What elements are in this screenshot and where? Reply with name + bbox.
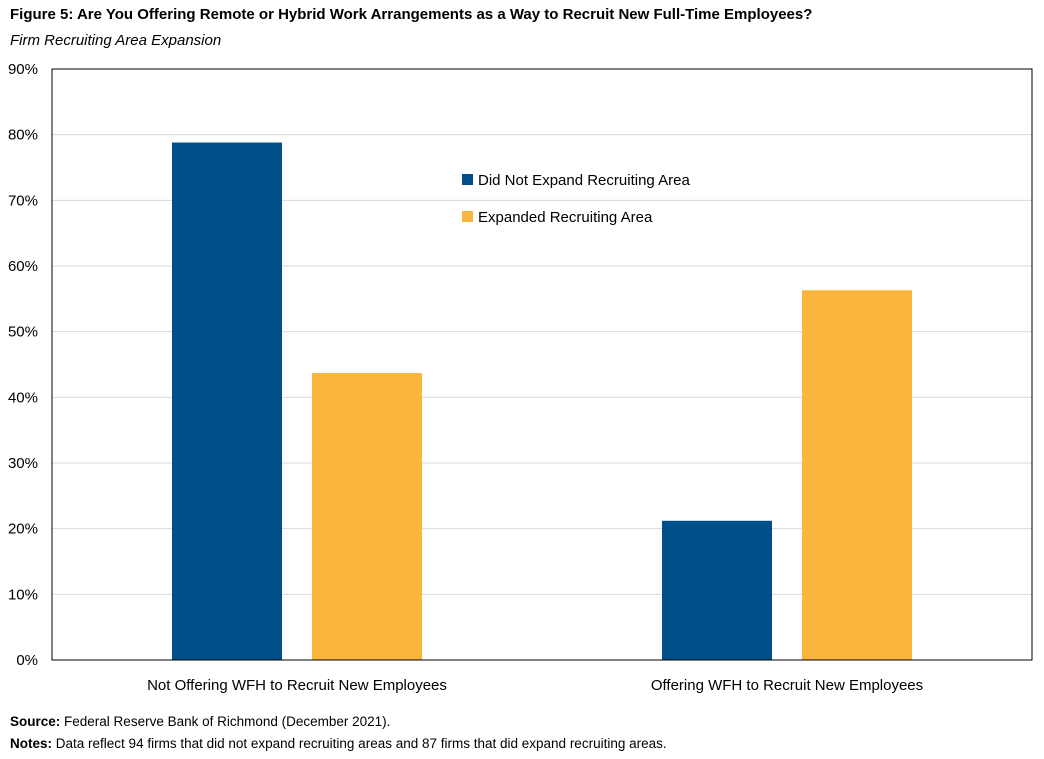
chart-subtitle: Firm Recruiting Area Expansion xyxy=(10,32,222,49)
plot-frame xyxy=(51,68,1033,661)
notes-label: Notes: xyxy=(10,736,53,751)
legend: Did Not Expand Recruiting Area Expanded R… xyxy=(462,172,690,226)
x-tick-label: Not Offering WFH to Recruit New Employee… xyxy=(147,677,447,694)
chart-title: Figure 5: Are You Offering Remote or Hyb… xyxy=(10,6,813,23)
legend-label: Did Not Expand Recruiting Area xyxy=(478,172,690,189)
y-tick-label: 10% xyxy=(8,586,38,603)
y-tick-label: 60% xyxy=(8,258,38,275)
y-tick-label: 50% xyxy=(8,324,38,341)
bar-chart: 0% 10% 20% 30% 40% 50% 60% 70% 80% 90% Not Offeri… xyxy=(8,61,1033,694)
bar xyxy=(802,290,912,660)
notes-note: Notes: Data reflect 94 firms that did no… xyxy=(10,736,667,751)
x-tick-label: Offering WFH to Recruit New Employees xyxy=(651,677,923,694)
y-tick-label: 0% xyxy=(16,652,38,669)
bar xyxy=(662,520,772,660)
notes-text: Data reflect 94 firms that did not expan… xyxy=(55,736,667,751)
y-tick-label: 20% xyxy=(8,521,38,538)
bars xyxy=(172,142,912,661)
legend-swatch xyxy=(462,174,473,185)
legend-label: Expanded Recruiting Area xyxy=(478,209,653,226)
x-axis-ticks: Not Offering WFH to Recruit New Employee… xyxy=(147,677,923,694)
source-text: Federal Reserve Bank of Richmond (Decemb… xyxy=(64,714,391,729)
y-tick-label: 70% xyxy=(8,192,38,209)
y-axis-ticks: 0% 10% 20% 30% 40% 50% 60% 70% 80% 90% xyxy=(8,61,38,669)
bar xyxy=(312,373,422,660)
y-tick-label: 80% xyxy=(8,127,38,144)
y-tick-label: 90% xyxy=(8,61,38,78)
source-label: Source: xyxy=(10,714,61,729)
legend-swatch xyxy=(462,211,473,222)
source-note: Source: Federal Reserve Bank of Richmond… xyxy=(10,714,390,729)
y-tick-label: 40% xyxy=(8,389,38,406)
bar xyxy=(172,142,282,661)
y-tick-label: 30% xyxy=(8,455,38,472)
